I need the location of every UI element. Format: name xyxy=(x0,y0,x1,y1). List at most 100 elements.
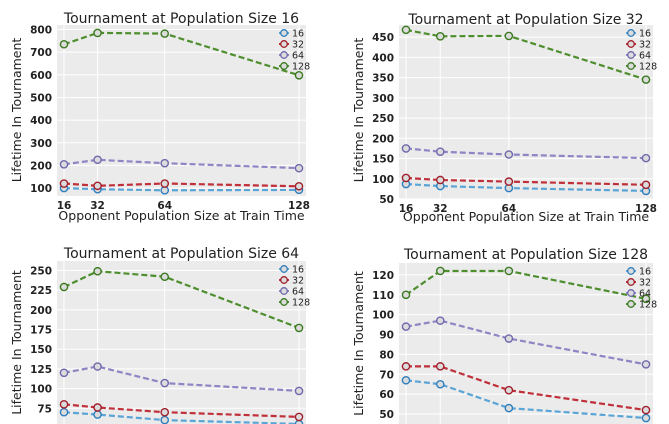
x-tick-label: 128 xyxy=(635,203,657,215)
data-point xyxy=(59,179,69,188)
data-point xyxy=(435,32,445,41)
plot-background xyxy=(399,25,653,199)
data-point xyxy=(294,163,304,173)
data-point xyxy=(401,173,411,183)
series-line-32 xyxy=(405,176,647,186)
data-point xyxy=(59,400,69,409)
plot-area xyxy=(57,261,306,424)
plot-background xyxy=(57,25,306,196)
data-point xyxy=(435,175,445,185)
data-point xyxy=(294,412,304,422)
y-tick-label: 70 xyxy=(379,369,394,381)
y-axis-label: Lifetime In Tournament xyxy=(351,271,366,416)
series-line-64 xyxy=(405,147,647,160)
chart-title: Tournament at Population Size 64 xyxy=(63,246,299,262)
plot-area xyxy=(399,25,653,199)
data-point xyxy=(59,159,69,169)
y-axis-label: Lifetime In Tournament xyxy=(351,38,366,183)
legend-label: 32 xyxy=(639,278,651,289)
data-point xyxy=(160,158,170,168)
series-line-128 xyxy=(405,269,647,300)
plot-area xyxy=(57,25,306,196)
data-point xyxy=(160,29,170,38)
data-point xyxy=(160,415,170,424)
y-tick-label: 50 xyxy=(379,409,394,421)
y-tick-label: 600 xyxy=(30,70,52,82)
data-point xyxy=(93,266,102,276)
data-point xyxy=(504,177,514,186)
x-tick-label: 32 xyxy=(90,200,105,212)
y-tick-label: 500 xyxy=(30,92,52,104)
legend-marker xyxy=(627,40,635,48)
y-tick-label: 150 xyxy=(30,344,52,356)
data-point xyxy=(641,405,651,415)
chart-panel-4: 50 60 70 80 90 100 110 120 Tournament at Populat… xyxy=(351,247,657,424)
x-tick-label: 32 xyxy=(433,203,448,215)
chart-title: Tournament at Population Size 128 xyxy=(403,247,648,263)
data-point xyxy=(435,266,445,276)
data-point xyxy=(59,39,69,49)
legend-label: 16 xyxy=(292,29,304,40)
legend-marker xyxy=(280,276,288,284)
data-point xyxy=(93,155,102,165)
y-tick-label: 100 xyxy=(372,174,394,186)
data-point xyxy=(641,413,651,423)
legend-marker xyxy=(627,29,635,37)
series-line-16 xyxy=(405,379,647,420)
y-axis-label: Lifetime In Tournament xyxy=(9,38,24,183)
series-line-128 xyxy=(63,31,300,77)
data-point xyxy=(59,407,69,417)
y-tick-label: 120 xyxy=(372,270,394,282)
legend-marker xyxy=(280,40,288,48)
data-point xyxy=(401,290,411,300)
y-tick-label: 175 xyxy=(30,325,52,337)
data-point xyxy=(59,282,69,292)
data-point xyxy=(435,379,445,389)
data-point xyxy=(435,316,445,325)
data-point xyxy=(160,407,170,417)
legend-label: 128 xyxy=(639,300,657,311)
data-point xyxy=(93,410,102,419)
y-tick-label: 100 xyxy=(372,310,394,322)
y-tick-label: 200 xyxy=(30,305,52,317)
series-line-128 xyxy=(405,28,647,81)
legend-label: 128 xyxy=(639,62,657,73)
data-point xyxy=(401,375,411,385)
data-point xyxy=(641,360,651,369)
data-point xyxy=(504,385,514,395)
legend-label: 16 xyxy=(639,267,651,278)
y-tick-label: 50 xyxy=(379,194,394,206)
y-tick-label: 60 xyxy=(379,389,394,401)
legend-label: 32 xyxy=(639,40,651,51)
legend-marker xyxy=(280,298,288,306)
series-line-32 xyxy=(63,403,300,418)
y-tick-label: 700 xyxy=(30,47,52,59)
plot-background xyxy=(399,263,653,424)
legend-label: 64 xyxy=(639,51,651,62)
data-point xyxy=(160,272,170,282)
y-tick-label: 400 xyxy=(30,115,52,127)
data-point xyxy=(504,31,514,41)
chart-panel-3: 75 100 125 150 175 200 225 250 Tournament at Pop… xyxy=(9,246,310,424)
x-tick-label: 64 xyxy=(502,203,517,215)
y-tick-label: 100 xyxy=(30,384,52,396)
x-tick-label: 64 xyxy=(157,200,172,212)
data-point xyxy=(294,323,304,333)
legend-label: 32 xyxy=(292,276,304,287)
x-tick-label: 16 xyxy=(399,203,414,215)
y-tick-label: 450 xyxy=(372,32,394,44)
data-point xyxy=(504,150,514,159)
y-tick-label: 350 xyxy=(372,73,394,85)
chart-title: Tournament at Population Size 32 xyxy=(407,12,643,28)
x-tick-label: 128 xyxy=(288,200,310,212)
data-point xyxy=(641,153,651,163)
series-line-64 xyxy=(63,365,300,392)
data-point xyxy=(93,362,102,371)
series-line-32 xyxy=(63,182,300,188)
series-line-32 xyxy=(406,365,647,412)
